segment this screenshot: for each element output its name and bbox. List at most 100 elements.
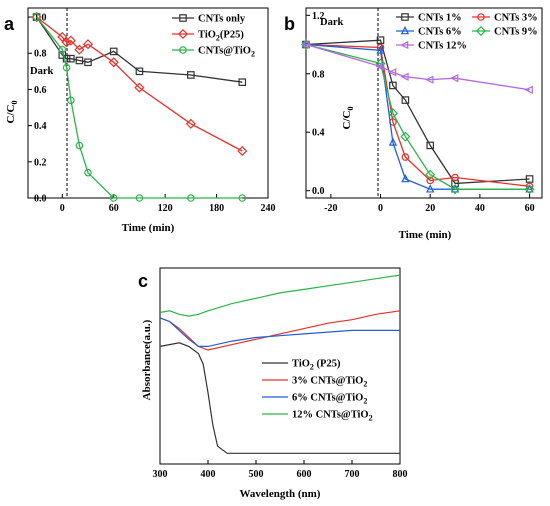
panel-b-series-0-point [401, 96, 410, 104]
panel-b-series-0-point [525, 175, 534, 183]
panel-a-series-1-point [74, 44, 85, 55]
panel-a-series-2-point [187, 194, 195, 202]
panel-b-legend-marker-3 [475, 25, 487, 37]
panel-b-legend-label-1: CNTs 3% [494, 13, 538, 24]
panel-b-series-4-point [375, 62, 384, 71]
panel-a-x-axis-title: Time (min) [122, 222, 175, 234]
panel-c-frame [159, 267, 401, 465]
panel-b-frame [305, 7, 543, 199]
panel-b-x-tick-label: 40 [475, 203, 485, 214]
panel-b-series-4-point [387, 68, 397, 77]
panel-c-series-line-1 [159, 310, 401, 351]
panel-b-letter: b [284, 14, 295, 34]
panel-c-series-line-2 [159, 317, 400, 347]
panel-b-x-tick-label: 20 [425, 203, 435, 214]
panel-b-series-3-point [524, 184, 535, 195]
panel-b-series-4-point [400, 72, 409, 81]
panel-a-series-0-point [238, 78, 247, 86]
panel-a-y-tick-label: 0.8 [34, 49, 47, 60]
panel-b-series-0-point [376, 36, 385, 44]
panel-b-legend-marker-2 [400, 25, 410, 35]
panel-b-legend-marker-4 [399, 40, 409, 50]
panel-a-chart: a Dark Time (min) C/C0 0 60 120 180 240 0.0 0.… [4, 7, 276, 234]
panel-a-series-1-point [108, 57, 119, 68]
panel-b-series-3-point [400, 131, 411, 142]
panel-b-series-0-point [389, 81, 397, 90]
panel-c-y-axis-title: Absorbance(a.u.) [141, 319, 153, 400]
panel-c-chart: c Wavelength (nm) Absorbance(a.u.) 300 40… [138, 267, 408, 500]
panel-a-y-tick-label: 0.6 [34, 85, 47, 96]
panel-a-series-1-point [82, 39, 94, 50]
panel-a-legend-label-2: CNTs@TiO2​ [198, 46, 255, 59]
panel-c-letter: c [138, 271, 148, 291]
panel-a-series-2-point [62, 63, 71, 72]
panel-a-series-line-2 [36, 16, 243, 199]
panel-a-x-tick-label: 120 [158, 203, 173, 214]
panel-c-x-tick-label: 800 [393, 469, 408, 480]
panel-b-series-line-2 [305, 43, 530, 190]
panel-b-series-line-0 [305, 39, 530, 185]
panel-c-x-tick-label: 600 [297, 469, 312, 480]
panel-a-legend-marker-1 [177, 28, 189, 40]
panel-b-legend-marker-1 [477, 13, 485, 21]
panel-b-series-1-point [401, 153, 410, 161]
panel-a-series-2-point [75, 141, 84, 150]
panel-a-y-tick-label: 0.2 [34, 157, 47, 168]
panel-a-series-0-point [187, 71, 195, 79]
panel-b-series-3-point [387, 108, 398, 119]
panel-b-y-tick-label: 0.4 [312, 128, 325, 139]
panel-c-series-line-0 [159, 342, 400, 454]
panel-c-legend-label-1: 3% CNTs@TiO2​ [292, 376, 367, 389]
panel-b-series-3-point [425, 169, 436, 180]
panel-a-y-tick-label: 0.0 [34, 194, 47, 205]
panel-a-x-tick-label: 180 [209, 203, 224, 214]
panel-a-dark-label: Dark [30, 66, 53, 77]
panel-c-series-line-3 [159, 274, 401, 317]
panel-b-series-2-point [401, 173, 410, 183]
panel-b-series-2-point [376, 45, 385, 54]
panel-a-x-tick-label: 240 [261, 203, 276, 214]
panel-b-y-tick-label: 1.2 [312, 11, 325, 22]
panel-b-legend-label-3: CNTs 9% [494, 27, 538, 38]
panel-b-legend-label-4: CNTs 12% [418, 41, 467, 52]
panel-a-series-1-point [237, 145, 248, 157]
panel-a-series-1-point [57, 31, 68, 43]
panel-c-x-tick-label: 700 [345, 469, 360, 480]
panel-a-series-0-point [135, 67, 144, 76]
panel-b-series-4-point [300, 40, 310, 49]
panel-b-y-axis-title: C/C0 [341, 107, 355, 130]
panel-a-legend-marker-0 [179, 14, 187, 22]
panel-b-legend-label-0: CNTs 1% [418, 13, 462, 24]
panel-b-series-1-point [451, 173, 459, 182]
panel-a-x-tick-label: 60 [109, 203, 119, 214]
panel-a-series-2-point [238, 194, 247, 202]
panel-a-x-tick-label: 0 [60, 203, 65, 214]
panel-a-series-0-point [84, 58, 92, 67]
panel-c-legend-label-0: TiO2​ (P25) [292, 359, 341, 372]
panel-a-legend-label-0: CNTs only [198, 14, 246, 25]
panel-a-series-0-point [62, 54, 71, 63]
panel-a-legend-marker-2 [179, 46, 187, 54]
panel-b-series-0-point [426, 141, 435, 150]
panel-a-series-0-point [75, 56, 84, 65]
panel-a-letter: a [4, 14, 15, 34]
panel-b-y-tick-label: 0.8 [312, 69, 325, 80]
panel-b-series-4-point [450, 73, 459, 83]
panel-c-legend-label-3: 12% CNTs@TiO2​ [292, 410, 373, 423]
panel-a-legend-label-1: TiO2​(P25) [198, 30, 244, 43]
panel-b-series-line-4 [305, 43, 530, 91]
panel-a-series-0-point [67, 54, 75, 63]
panel-b-x-tick-label: 60 [525, 203, 535, 214]
panel-a-series-0-point [109, 47, 118, 56]
panel-a-series-1-point [61, 37, 72, 48]
panel-b-series-3-point [450, 184, 461, 195]
panel-b-x-tick-label: 0 [378, 203, 383, 214]
panel-b-series-2-point [426, 184, 435, 193]
panel-b-legend-marker-0 [401, 13, 409, 21]
panel-b-series-4-point [425, 75, 434, 84]
panel-c-x-tick-label: 500 [249, 469, 264, 480]
panel-b-series-2-point [388, 137, 398, 146]
panel-b-legend-label-2: CNTs 6% [418, 27, 462, 38]
panel-b-y-tick-label: 0.0 [312, 186, 325, 197]
